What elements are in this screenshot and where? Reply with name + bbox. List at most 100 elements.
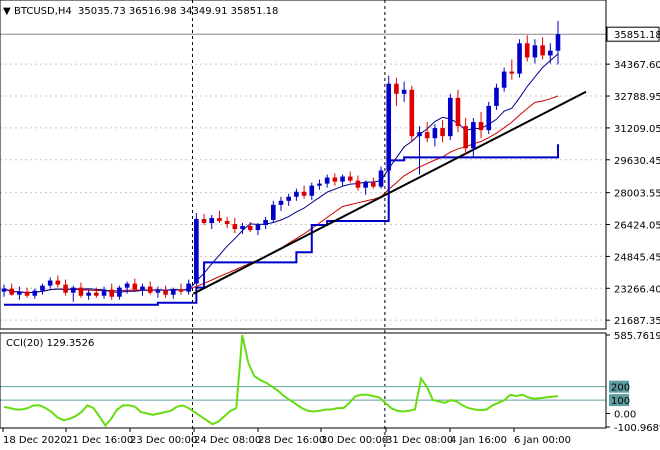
candle-body [386,83,392,171]
candle-body [447,97,453,137]
price-tick-label: 29630.45 [614,156,660,167]
cci-level-label: 100 [611,396,630,407]
cci-tick-label: -100.9689 [614,423,660,434]
candle-body [240,226,245,230]
candle-body [40,285,45,291]
time-tick-label: 4 Jan 16:00 [450,435,507,446]
time-tick-label: 6 Jan 00:00 [514,435,571,446]
candle-body [463,126,468,149]
time-tick-label: 23 Dec 00:00 [130,435,197,446]
cci-line [3,334,559,428]
trailing-stop-line [4,144,559,306]
candle-body [94,292,99,296]
price-tick-label: 28003.55 [614,189,660,200]
candle-body [224,220,230,225]
candle-body [17,291,22,295]
candle-body [532,45,538,58]
current-price-box [606,26,660,42]
candle-body [270,204,276,220]
candle-body [201,218,207,224]
time-tick-label: 30 Dec 00:00 [321,435,388,446]
cci-level-lines [0,386,606,401]
candle-body [63,284,68,293]
cci-axis: 200 100 585.7619 0.00 -100.9689 [606,331,660,434]
cci-level-box [609,394,629,407]
candle-body [47,280,53,286]
candle-body [355,180,361,188]
candle-body [517,43,522,74]
candle-body [294,191,299,197]
price-axis: 35851.18 34367.60 32788.95 31209.05 29630.45… [606,26,660,327]
candle-body [371,182,376,187]
symbol-label: BTCUSD,H4 [14,6,72,17]
candle-body [417,132,422,137]
cci-level-box [609,380,629,393]
candle-body [178,289,184,292]
cci-panel-frame [0,332,607,429]
cci-title: CCI(20) 129.3526 [6,338,94,349]
candle-body [24,291,30,296]
candle-body [109,289,115,297]
candle-body [501,71,507,88]
candle-body [86,292,91,296]
time-tick-label: 28 Dec 16:00 [258,435,325,446]
candle-body [332,177,338,182]
candle-body [170,289,176,295]
candle-body [117,287,122,297]
candle-body [401,89,407,94]
cci-panel: 200 100 585.7619 0.00 -100.9689 CCI(20) 129.… [0,331,660,434]
candle-body [524,43,530,58]
candle-body [70,287,76,293]
candle-body [209,217,215,224]
candle-body [494,87,499,106]
candle-body [55,280,61,285]
candle-body [247,226,253,231]
candle-body [124,283,130,288]
candle-body [309,185,315,196]
price-tick-label: 21687.35 [614,316,660,327]
candle-body [1,288,7,292]
candlestick-series [1,20,561,302]
price-tick-label: 32788.95 [614,92,660,103]
cci-tick-label: 585.7619 [614,331,660,342]
candle-body [255,225,261,231]
candle-body [486,105,492,131]
candle-body [409,89,415,137]
ohlc-label: 35035.73 36516.98 34349.91 35851.18 [78,6,278,17]
price-tick-label: 35851.18 [614,30,660,41]
price-tick-label: 34367.60 [614,60,660,71]
candle-body [455,97,461,127]
time-tick-label: 21 Dec 16:00 [66,435,133,446]
candle-body [78,287,84,296]
candle-body [424,132,430,139]
candle-body [232,224,238,230]
cci-level-label: 200 [611,383,630,394]
candle-body [217,217,222,221]
candle-body [317,183,322,186]
price-tick-label: 31209.05 [614,124,660,135]
session-markers [192,0,386,450]
candle-body [440,128,445,137]
candle-body [347,176,353,181]
candle-body [324,177,330,184]
candle-body [509,71,515,74]
candle-body [340,176,345,182]
candle-body [132,283,138,290]
candle-body [278,200,284,205]
candle-body [471,122,476,149]
price-tick-label: 26424.05 [614,221,660,232]
trendline [192,90,587,295]
candle-body [547,50,553,56]
candle-body [363,182,368,188]
candle-body [555,34,561,51]
price-panel-frame [0,0,607,330]
panel-toggle-icon[interactable]: ▼ [3,6,11,17]
candle-body [9,288,15,295]
cci-tick-label: 0.00 [614,409,636,420]
price-tick-label: 24845.45 [614,252,660,263]
candle-body [147,286,153,293]
price-grid [0,33,606,321]
candle-body [394,83,399,94]
